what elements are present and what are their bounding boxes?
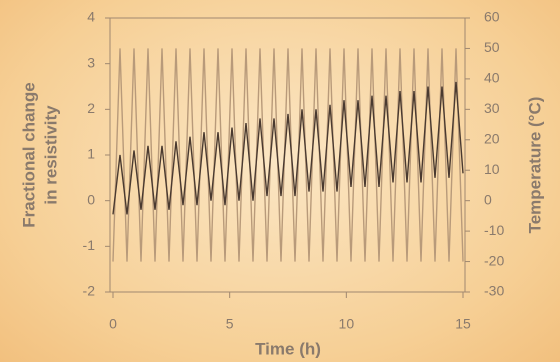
- y2-tick-label: 40: [484, 70, 500, 86]
- data-line: [112, 81, 464, 215]
- x-tick-label: 10: [339, 316, 355, 332]
- x-axis-label: Time (h): [255, 339, 321, 358]
- y-tick-label: 3: [87, 54, 95, 70]
- y2-tick-label: 20: [484, 130, 500, 146]
- y-tick-label: -2: [83, 283, 96, 299]
- x-tick-label: 0: [109, 316, 117, 332]
- y2-tick-label: 50: [484, 39, 500, 55]
- x-tick-label: 5: [226, 316, 234, 332]
- y2-tick-label: 30: [484, 100, 500, 116]
- y2-tick-label: -30: [484, 283, 504, 299]
- y-tick-label: 1: [87, 146, 95, 162]
- y2-axis-label: Temperature (°C): [525, 97, 544, 234]
- y-tick-label: 0: [87, 191, 95, 207]
- x-tick-label: 15: [455, 316, 471, 332]
- y-tick-label: -1: [83, 237, 96, 253]
- y-tick-label: 2: [87, 100, 95, 116]
- y2-tick-label: -20: [484, 252, 504, 268]
- y2-tick-label: 60: [484, 9, 500, 25]
- y2-tick-label: 0: [484, 191, 492, 207]
- y-axis-label: Fractional change: [19, 82, 38, 227]
- y-axis-label: in resistivity: [41, 105, 60, 205]
- y2-tick-label: -10: [484, 222, 504, 238]
- y-tick-label: 4: [87, 9, 95, 25]
- data-line: [112, 48, 464, 262]
- y2-tick-label: 10: [484, 161, 500, 177]
